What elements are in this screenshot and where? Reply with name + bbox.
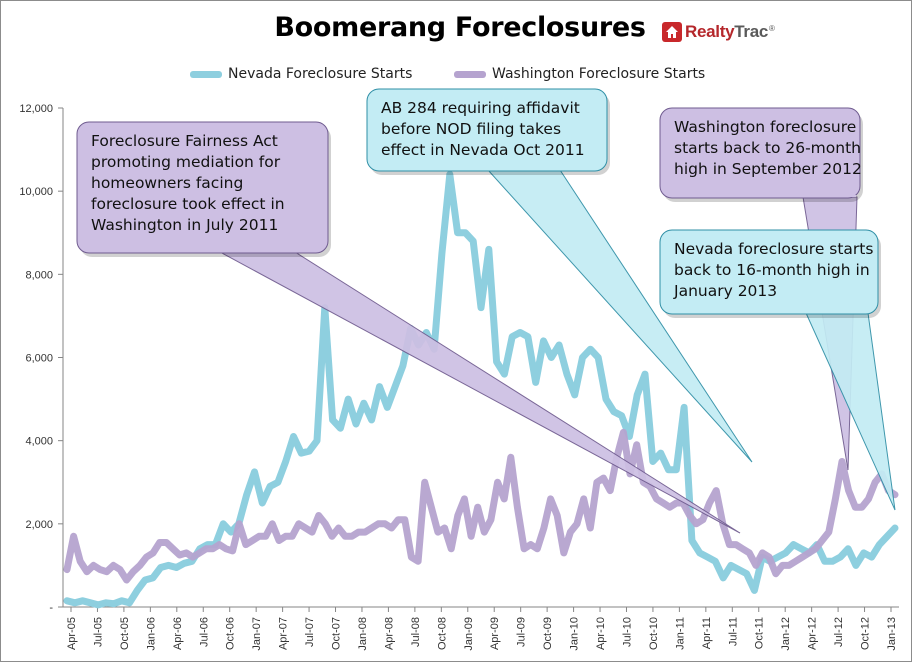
x-tick-label: Jul-05 [92,617,104,647]
x-tick-label: Jan-06 [145,617,157,651]
legend-item-washington: Washington Foreclosure Starts [454,66,705,82]
y-tick-label: 6,000 [25,353,53,365]
chart-title: Boomerang Foreclosures [274,12,646,43]
callout-text-line: high in September 2012 [674,160,862,178]
x-tick-label: Jan-08 [357,617,369,651]
callout-text-line: AB 284 requiring affidavit [381,99,580,117]
x-tick-label: Jul-11 [727,617,739,646]
x-tick-label: Apr-08 [383,617,395,650]
callout-box [659,107,861,199]
y-tick-label: 10,000 [19,186,53,198]
x-tick-label: Apr-09 [489,617,501,650]
x-tick-label: Jan-11 [674,617,686,650]
x-tick-label: Oct-08 [436,617,448,650]
callout-text-line: Washington foreclosure [674,118,856,136]
x-tick-label: Jan-07 [251,617,263,651]
x-tick-label: Jul-07 [304,617,316,647]
x-tick-label: Jan-12 [780,617,792,651]
y-tick-label: 12,000 [19,103,53,115]
house-icon [662,22,682,42]
callout-pointer [805,312,896,511]
brand-name: RealtyTrac [685,22,769,41]
callout-text-line: starts back to 26-month [674,139,861,157]
callout-text-line: before NOD filing takes [381,120,561,138]
x-tick-label: Apr-10 [595,617,607,650]
callout-nevada-oct-2011: AB 284 requiring affidavit before NOD fil… [366,88,753,463]
x-tick-label: Jul-09 [516,617,528,647]
x-tick-label: Jan-09 [463,617,475,651]
callout-text-line: foreclosure took effect in [91,195,285,213]
realtytrac-logo: RealtyTrac ® [662,20,775,44]
callout-text-line: Nevada foreclosure starts [674,240,873,258]
x-tick-label: Apr-07 [278,617,290,650]
x-tick-label: Jul-08 [410,617,422,647]
callout-box [76,121,329,254]
callout-text-line: homeowners facing [91,174,243,192]
legend-label-nevada: Nevada Foreclosure Starts [228,66,413,82]
x-tick-label: Oct-07 [331,617,343,650]
x-tick-label: Jul-10 [621,617,633,647]
legend-swatch-washington [454,70,486,78]
callout-text-line: back to 16-month high in [674,261,870,279]
legend-item-nevada: Nevada Foreclosure Starts [190,66,412,82]
x-tick-label: Oct-11 [754,617,766,649]
x-tick-label: Apr-05 [66,617,78,650]
legend-swatch-nevada [190,70,222,78]
y-tick-label: 2,000 [25,519,53,531]
callout-box [366,88,608,172]
chart-legend: Nevada Foreclosure Starts Washington For… [0,66,912,88]
x-tick-label: Oct-06 [225,617,237,650]
callout-box [659,229,879,315]
x-tick-label: Apr-12 [807,617,819,650]
x-tick-label: Oct-12 [860,617,872,650]
trademark-mark: ® [769,23,775,33]
x-tick-label: Jan-10 [569,617,581,651]
x-tick-label: Apr-11 [701,617,713,649]
x-tick-label: Oct-09 [542,617,554,650]
callout-text-line: Washington in July 2011 [91,216,278,234]
x-tick-label: Apr-06 [172,617,184,650]
x-tick-label: Oct-05 [119,617,131,650]
callout-text-line: Foreclosure Fairness Act [91,132,278,150]
legend-label-washington: Washington Foreclosure Starts [492,66,706,82]
callout-text-line: January 2013 [673,282,777,300]
y-tick-label: 8,000 [25,269,53,281]
callout-text-line: effect in Nevada Oct 2011 [381,141,585,159]
y-tick-label: - [49,602,53,614]
callout-text-line: promoting mediation for [91,153,281,171]
callout-washington-jul-2011: Foreclosure Fairness Act promoting mediat… [76,121,741,534]
x-tick-label: Oct-10 [648,617,660,650]
series-line-washington [63,428,899,584]
x-tick-label: Jul-12 [833,617,845,647]
callout-nevada-jan-2013: Nevada foreclosure starts back to 16-mont… [659,229,896,511]
y-tick-label: 4,000 [25,436,53,448]
x-tick-label: Jul-06 [198,617,210,647]
x-tick-label: Jan-13 [886,617,898,651]
